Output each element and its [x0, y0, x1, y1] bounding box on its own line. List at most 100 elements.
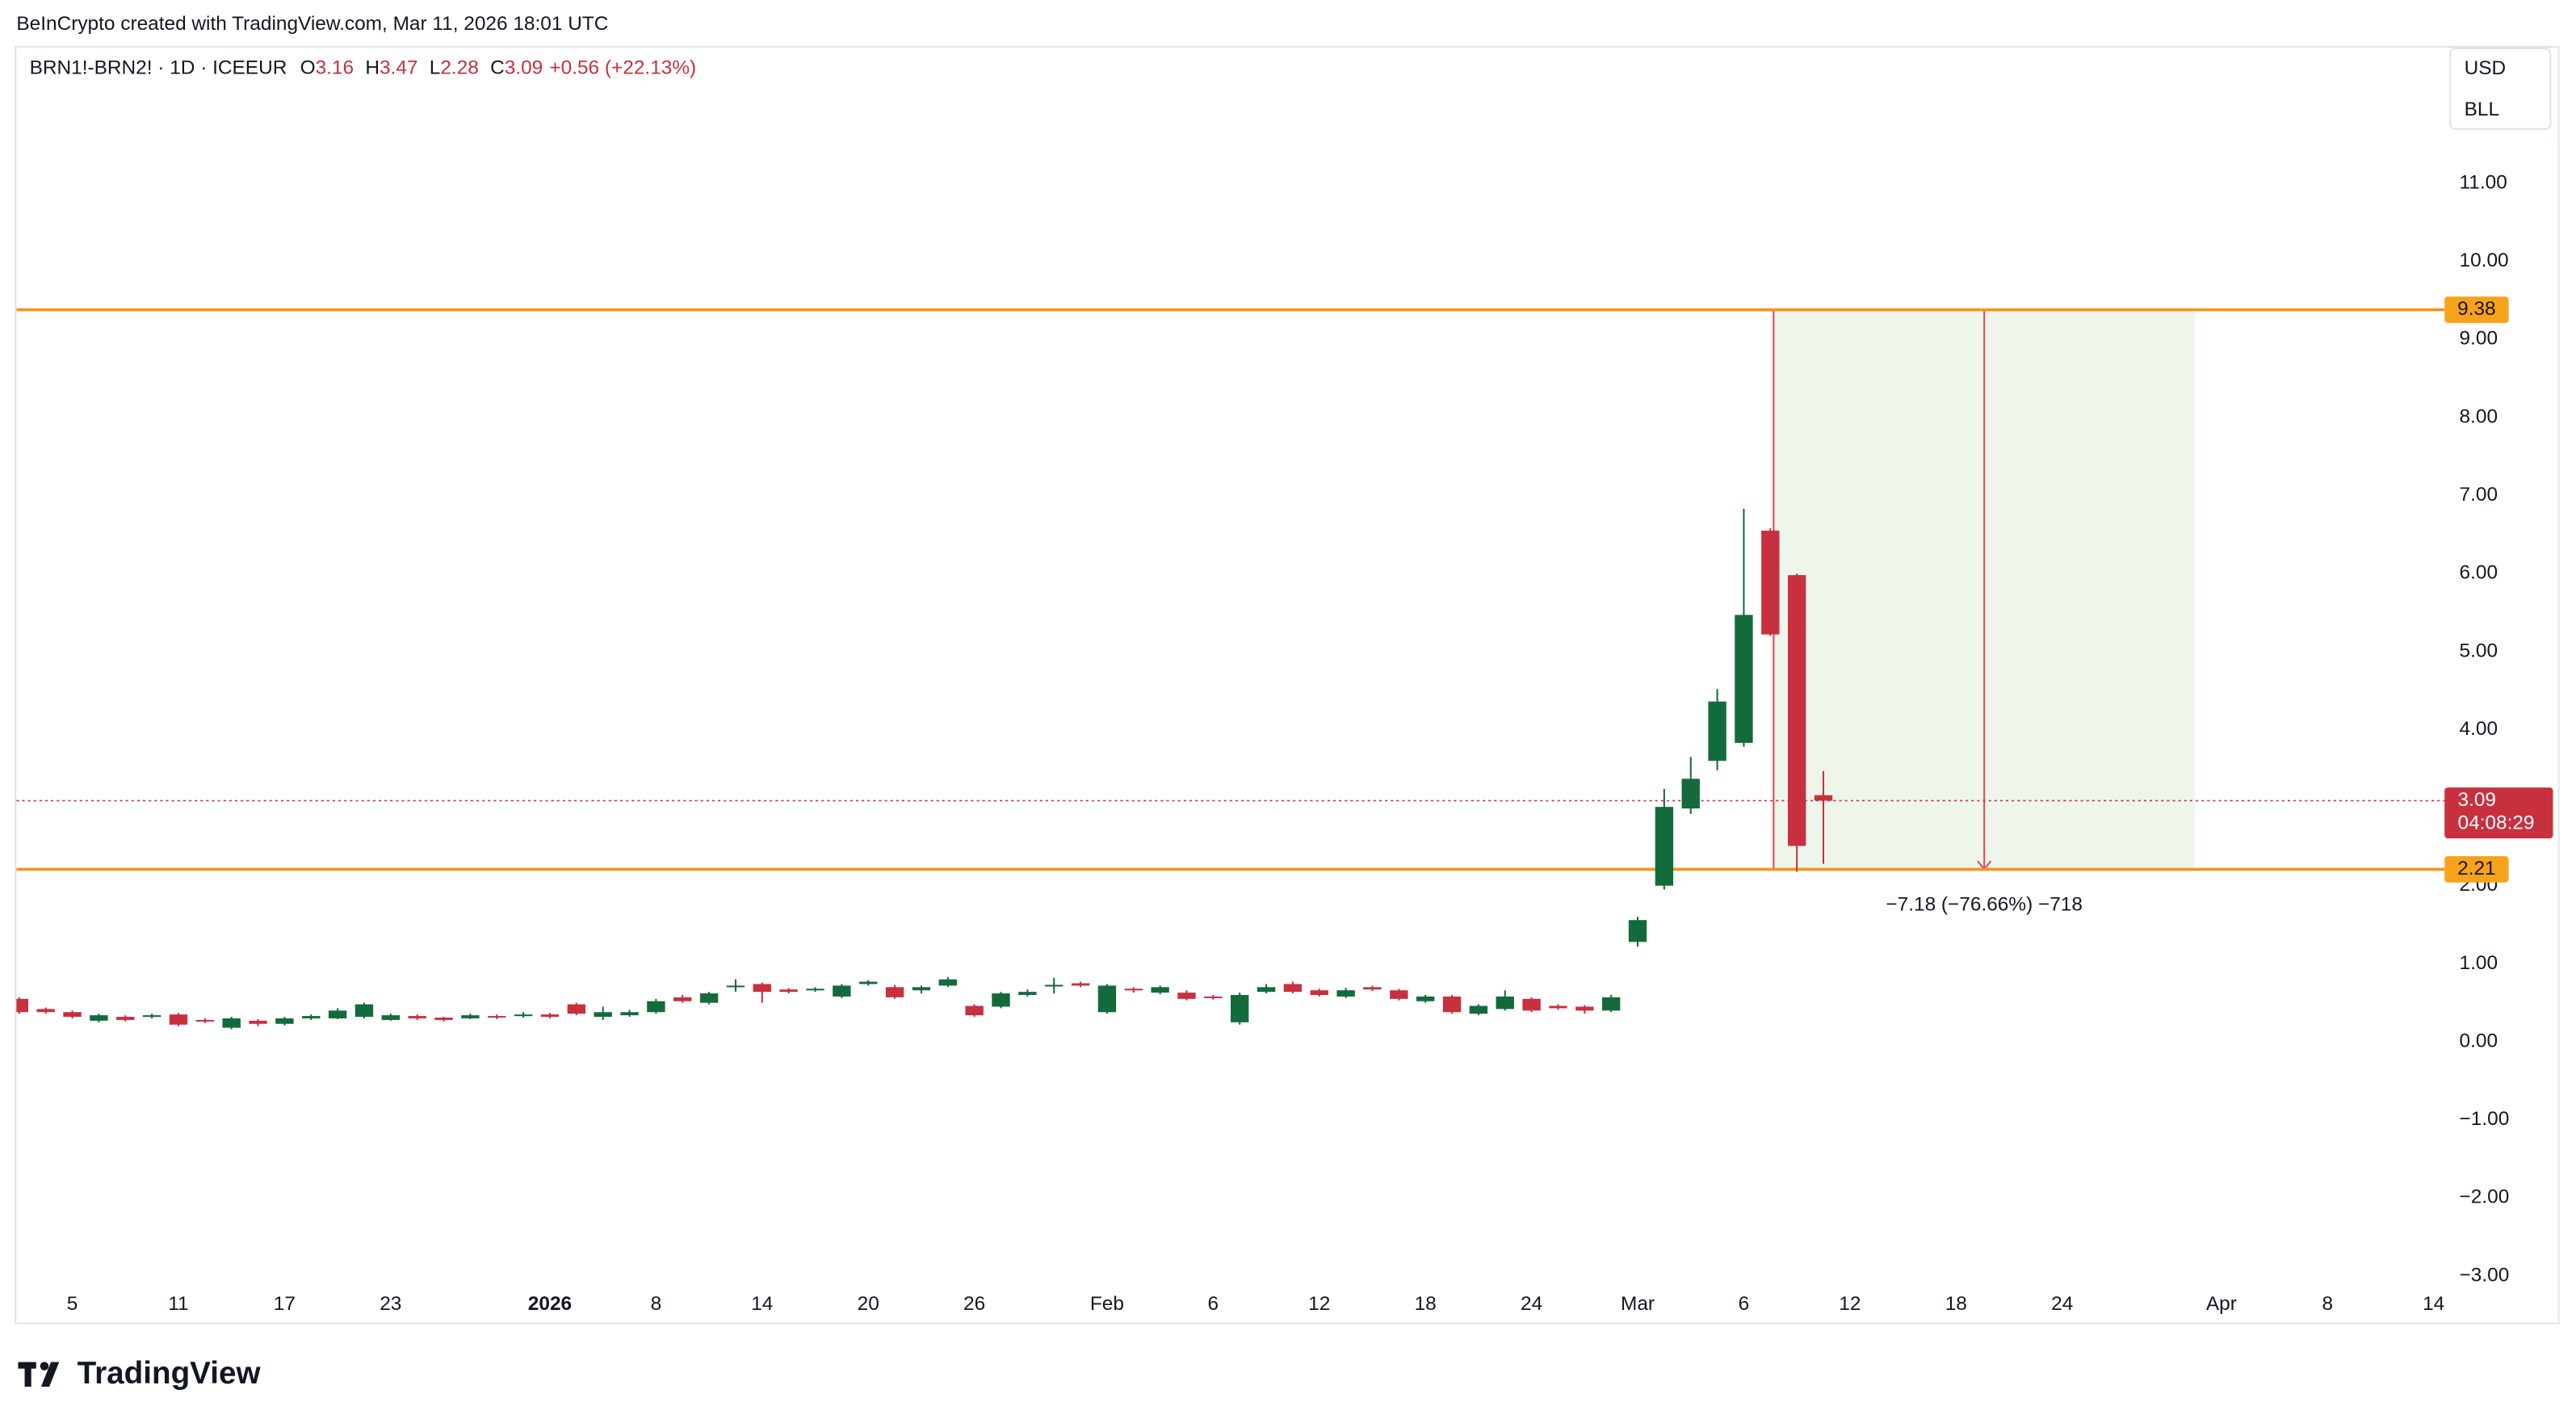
candle-body — [142, 1015, 162, 1018]
countdown-label: 04:08:29 — [2457, 812, 2534, 833]
level-label-bg — [2444, 856, 2509, 883]
candle-body — [169, 1014, 188, 1025]
y-tick-label: −1.00 — [2460, 1108, 2510, 1130]
x-tick-label: 20 — [858, 1293, 879, 1315]
legend-ohlc-value: 3.47 — [380, 57, 418, 79]
candle-body — [1363, 987, 1382, 990]
candle-body — [1708, 701, 1726, 762]
candle-body — [594, 1012, 612, 1018]
candle-body — [673, 997, 692, 1001]
candle-body — [355, 1004, 374, 1018]
y-tick-label: 7.00 — [2460, 484, 2498, 506]
candle-body — [1442, 996, 1462, 1013]
candle-body — [63, 1012, 82, 1018]
candle-body — [116, 1017, 135, 1020]
candle-body — [1496, 996, 1514, 1010]
y-tick-label: 0.00 — [2460, 1030, 2498, 1052]
candle-body — [699, 993, 719, 1003]
footer-logo: TradingView — [78, 1356, 262, 1391]
plot-area — [16, 308, 2445, 1030]
candle-body — [90, 1015, 108, 1021]
level-label: 9.38 — [2457, 298, 2496, 320]
legend-change: +0.56 (+22.13%) — [549, 57, 696, 79]
x-tick-label: 12 — [1839, 1293, 1861, 1315]
y-tick-label: 10.00 — [2460, 250, 2509, 271]
candle-body — [965, 1005, 984, 1016]
y-tick-label: 5.00 — [2460, 640, 2498, 661]
candle-body — [1522, 998, 1541, 1011]
y-tick-label: 9.00 — [2460, 328, 2498, 350]
x-tick-label: 24 — [2051, 1293, 2073, 1315]
x-tick-label: 17 — [274, 1293, 296, 1315]
candle-body — [938, 979, 957, 986]
y-tick-label: −3.00 — [2460, 1264, 2510, 1286]
candle-body — [753, 984, 771, 993]
chart-frame — [15, 45, 2560, 1324]
level-label: 2.21 — [2457, 858, 2496, 879]
logo-shape — [40, 1362, 60, 1387]
candle-body — [1124, 989, 1143, 991]
candle-body — [1681, 779, 1700, 809]
candle-body — [1390, 990, 1408, 999]
candle-body — [1045, 984, 1064, 987]
legend-ohlc-key: L — [430, 57, 441, 79]
candle-body — [992, 993, 1010, 1007]
x-tick-label: 8 — [2322, 1293, 2333, 1315]
candle-body — [461, 1015, 480, 1018]
candle-body — [1018, 992, 1037, 995]
x-tick-label: 12 — [1308, 1293, 1330, 1315]
x-tick-label: 18 — [1945, 1293, 1967, 1315]
x-tick-label: 18 — [1415, 1293, 1437, 1315]
candle-body — [1230, 994, 1249, 1022]
candle-body — [1177, 993, 1196, 999]
candle-body — [1787, 575, 1806, 846]
x-tick-label: 2026 — [528, 1293, 572, 1315]
y-tick-label: 11.00 — [2460, 171, 2507, 193]
candle-body — [1151, 987, 1169, 993]
candle-body — [434, 1018, 453, 1020]
candle-body — [195, 1019, 215, 1022]
candle-body — [647, 1001, 665, 1013]
candle-body — [859, 981, 878, 984]
y-tick-label: 1.00 — [2460, 952, 2498, 974]
candle-body — [1575, 1006, 1594, 1011]
candle-body — [275, 1018, 294, 1024]
candle-body — [1283, 984, 1303, 993]
candle-body — [1735, 615, 1753, 743]
y-tick-label: 6.00 — [2460, 562, 2498, 584]
candle-body — [328, 1010, 347, 1018]
candle-body — [1416, 996, 1435, 1001]
y-tick-label: −2.00 — [2460, 1186, 2510, 1208]
candle-body — [1601, 997, 1621, 1011]
x-tick-label: 5 — [67, 1293, 78, 1315]
legend-ohlc-value: 3.16 — [316, 57, 355, 79]
candle-body — [1310, 990, 1328, 995]
legend-ohlc-value: 2.28 — [440, 57, 479, 79]
x-tick-label: 24 — [1521, 1293, 1542, 1315]
currency-button[interactable]: BLL — [2465, 99, 2499, 120]
legend-ohlc-key: C — [490, 57, 505, 79]
candle-body — [1097, 985, 1117, 1013]
x-tick-label: 6 — [1208, 1293, 1219, 1315]
candle-body — [1761, 531, 1780, 635]
measure-label: −7.18 (−76.66%) −718 — [1886, 894, 2083, 916]
candle-body — [249, 1020, 267, 1024]
candle-body — [726, 985, 745, 988]
level-label-bg — [2444, 296, 2509, 323]
x-tick-label: 6 — [1739, 1293, 1750, 1315]
candle-body — [1549, 1005, 1567, 1009]
candle-body — [222, 1018, 241, 1028]
x-tick-label: 14 — [751, 1293, 773, 1315]
candle-body — [885, 987, 904, 997]
y-tick-label: 8.00 — [2460, 405, 2498, 427]
x-tick-label: 11 — [168, 1293, 188, 1315]
logo-shape — [24, 1362, 31, 1387]
candle-body — [912, 987, 931, 991]
candle-body — [1628, 920, 1647, 942]
candle-body — [1257, 987, 1276, 993]
legend-ohlc-key: H — [365, 57, 380, 79]
y-tick-label: 4.00 — [2460, 718, 2498, 740]
legend-ohlc-key: O — [300, 57, 316, 79]
candle-body — [302, 1016, 321, 1018]
currency-button[interactable]: USD — [2465, 57, 2507, 79]
